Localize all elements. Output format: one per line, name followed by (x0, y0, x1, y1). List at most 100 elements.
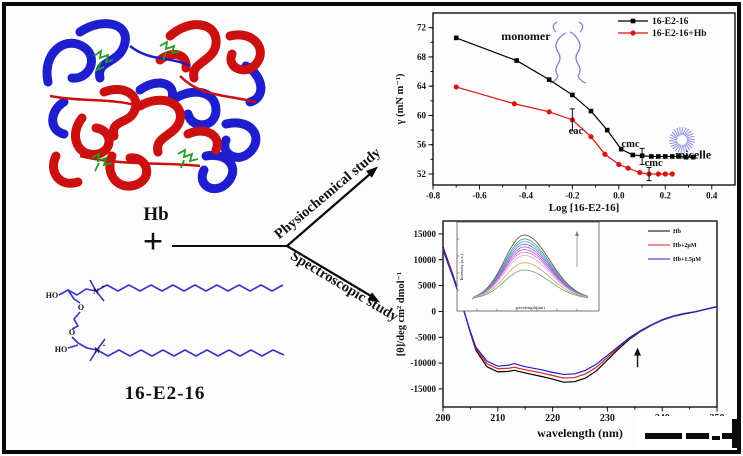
spectroscopic-arrowhead (367, 292, 380, 303)
data-point (453, 84, 459, 90)
x-tick-label: 0.2 (660, 191, 672, 201)
surfactant-name-label: 16-E2-16 (124, 383, 206, 404)
x-axis-label: Log [16-E2-16] (549, 202, 620, 214)
data-point (690, 154, 696, 160)
data-point (604, 127, 610, 133)
physiochemical-arrowhead (366, 166, 378, 178)
legend-label: Hb (673, 229, 682, 235)
data-point (669, 171, 675, 177)
annotation-monomer: monomer (501, 29, 551, 43)
y-tick-label: 0 (432, 306, 437, 316)
axes-ticks (438, 233, 718, 412)
cd-spectra-chart: 200210220230240250150001000050000-5000-1… (392, 215, 740, 455)
surface-tension-chart: -0.8 -0.6 -0.4 -0.2 0.0 0.2 0.4 52 56 60 64 68 72 Log… (392, 8, 740, 216)
x-tick-label: -0.6 (472, 191, 487, 201)
data-point (663, 154, 668, 159)
x-tick-label: -0.8 (426, 191, 441, 201)
x-tick-label: -0.4 (519, 191, 534, 201)
series-line-16-E2-16 (456, 37, 694, 158)
x-tick-label: -0.2 (565, 191, 580, 201)
y-tick-label: 52 (417, 169, 427, 179)
increase-arrowhead (634, 347, 642, 356)
monomer-sketch (549, 21, 587, 84)
watermark-remnant (638, 416, 740, 454)
y-axis-label: [θ]/deg cm² dmol⁻¹ (396, 272, 407, 356)
y-tick-label: -15000 (411, 384, 437, 394)
y-tick-label: 72 (417, 23, 427, 33)
y-tick-label: -5000 (415, 332, 436, 342)
red-loops (49, 75, 257, 168)
legend-marker (630, 30, 636, 36)
data-point (676, 154, 682, 159)
data-point (618, 146, 624, 152)
data-point (616, 161, 622, 168)
inset-curve (471, 243, 589, 300)
error-bar (646, 166, 652, 182)
error-bar (639, 147, 645, 166)
inset-curve (471, 255, 589, 300)
annotation-cmc: cmc (645, 158, 663, 169)
alkyl-chain-top (95, 284, 284, 292)
heme-groups (91, 40, 199, 172)
red-helices (49, 20, 265, 191)
data-point (683, 154, 689, 160)
data-point (511, 101, 517, 107)
inset-curve (471, 269, 589, 300)
data-point (602, 151, 608, 157)
data-point (588, 108, 594, 114)
series-line-Hb+1.5μM (442, 249, 718, 376)
data-point (630, 152, 636, 158)
inset-curve (471, 251, 589, 300)
data-point (625, 165, 631, 171)
plot-frame (432, 12, 736, 186)
inset-x-label: wavelength(nm) (515, 305, 545, 310)
micelle-sketch (668, 126, 696, 154)
study-arrows (172, 166, 380, 303)
data-point (649, 154, 654, 159)
annotation-cac: cac (569, 126, 584, 137)
inset-curve (471, 241, 589, 300)
legend-marker (630, 18, 636, 24)
data-point (546, 109, 552, 115)
spectroscopic-arrow (286, 245, 372, 297)
data-point (656, 154, 661, 159)
x-tick-label: 230 (600, 413, 615, 424)
hb-label: Hb (143, 204, 169, 225)
x-tick-label: 200 (436, 413, 451, 424)
x-tick-label: 0.0 (613, 191, 625, 201)
data-point (453, 35, 459, 41)
y-tick-label: -10000 (411, 358, 437, 368)
inset-y-label: Intensity (a.u.) (459, 253, 464, 280)
x-axis-label: wavelength (nm) (537, 426, 623, 440)
nitrogen-label: N (93, 287, 99, 296)
hb-structure-image (42, 19, 266, 194)
series-line-16-E2-16+Hb (456, 86, 673, 175)
data-point (546, 77, 552, 82)
data-point (662, 171, 668, 177)
data-point (669, 154, 675, 159)
inset-ticks (457, 238, 578, 311)
annotation-micelle: micelle (675, 148, 712, 162)
y-axis-label: γ (mN m⁻¹) (395, 73, 406, 125)
inset-arrowhead (575, 231, 579, 236)
molecule-bonds (58, 279, 285, 362)
annotation-cmc: cmc (621, 139, 639, 150)
alkyl-chain-bottom (96, 349, 285, 357)
inset-curve (471, 262, 589, 300)
y-tick-label: 5000 (418, 281, 437, 291)
legend-label: Hb+2μM (673, 243, 697, 249)
y-tick-label: 10000 (414, 255, 437, 265)
inset-curve (471, 249, 589, 300)
data-point (570, 92, 575, 98)
error-bar (569, 108, 575, 132)
y-tick-label: 64 (417, 81, 427, 91)
blue-loop (129, 45, 191, 68)
data-point (588, 134, 594, 140)
plus-sign: + (142, 221, 164, 261)
inset-curve (471, 234, 589, 300)
legend-label: 16-E2-16+Hb (652, 29, 707, 39)
surfactant-structure: HO HO O O N N + + (46, 279, 285, 362)
data-point (655, 171, 661, 177)
axes-ticks (428, 27, 713, 190)
legend-label: Hb+1.5μM (673, 257, 701, 263)
